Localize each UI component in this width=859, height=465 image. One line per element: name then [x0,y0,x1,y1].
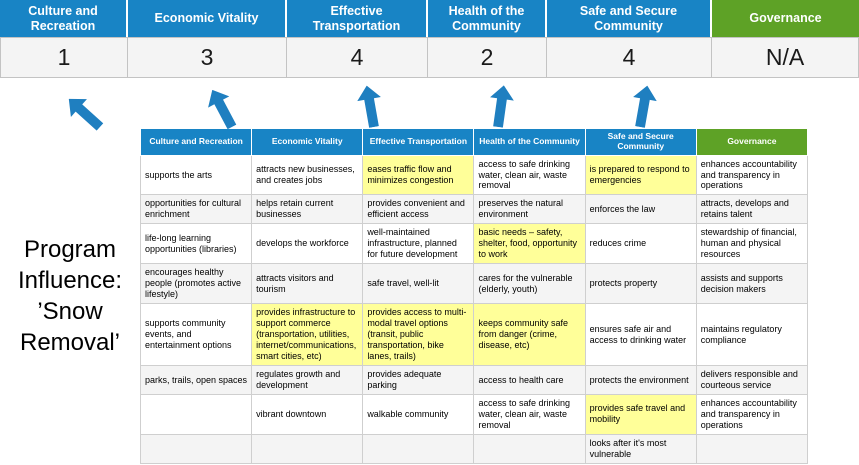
matrix-row: looks after it's most vulnerable [139,433,809,464]
matrix-cell: provides convenient and efficient access [362,194,475,225]
matrix-row: opportunities for cultural enrichment hel… [139,194,809,225]
matrix-cell: supports the arts [139,154,253,196]
matrix-wrap: Culture and Recreation Economic Vitality E… [139,128,809,464]
matrix-cell: provides access to multi-modal travel op… [362,303,475,367]
score-value: 4 [286,37,428,78]
top-header: Culture and Recreation Economic Vitality E… [0,0,859,37]
matrix-cell: safe travel, well-lit [362,263,475,305]
top-header-cell: Economic Vitality [128,0,287,37]
matrix-cell [139,393,253,435]
score-value: 1 [0,37,128,78]
matrix-cell: ensures safe air and access to drinking … [584,303,697,367]
up-arrow-icon [202,84,243,132]
matrix-row: supports community events, and entertain… [139,303,809,367]
matrix-cell: attracts new businesses, and creates job… [251,154,364,196]
arrows-zone [0,78,859,131]
influence-matrix: Culture and Recreation Economic Vitality E… [139,128,809,464]
top-header-cell: Governance [712,0,859,37]
matrix-cell: enforces the law [584,194,697,225]
matrix-cell: protects the environment [584,365,697,395]
matrix-header-cell: Health of the Community [473,128,586,156]
up-arrow-icon [486,84,516,129]
matrix-cell: supports community events, and entertain… [139,303,253,367]
matrix-cell: cares for the vulnerable (elderly, youth… [473,263,586,305]
matrix-cell: opportunities for cultural enrichment [139,194,253,225]
page-title: Program Influence: ’Snow Removal’ [17,235,123,357]
matrix-cell: access to safe drinking water, clean air… [473,393,586,435]
matrix-row: parks, trails, open spaces regulates grow… [139,365,809,395]
up-arrow-icon [628,84,659,130]
matrix-cell: delivers responsible and courteous servi… [695,365,809,395]
matrix-cell: protects property [584,263,697,305]
matrix-row: supports the arts attracts new businesses… [139,154,809,196]
matrix-cell: keeps community safe from danger (crime,… [473,303,586,367]
up-arrow-icon [355,84,386,130]
top-header-cell: Safe and Secure Community [547,0,712,37]
matrix-cell: life-long learning opportunities (librar… [139,223,253,265]
score-value: 3 [127,37,287,78]
matrix-cell [473,433,586,464]
matrix-cell: enhances accountability and transparency… [695,393,809,435]
matrix-cell: enhances accountability and transparency… [695,154,809,196]
matrix-cell: stewardship of financial, human and phys… [695,223,809,265]
matrix-cell: attracts visitors and tourism [251,263,364,305]
matrix-cell: develops the workforce [251,223,364,265]
matrix-head-row: Culture and Recreation Economic Vitality E… [139,128,809,156]
matrix-cell: provides adequate parking [362,365,475,395]
matrix-cell: provides infrastructure to support comme… [251,303,364,367]
matrix-cell: encourages healthy people (promotes acti… [139,263,253,305]
matrix-header-cell: Governance [695,128,809,156]
matrix-cell: helps retain current businesses [251,194,364,225]
matrix-cell: attracts, develops and retains talent [695,194,809,225]
matrix-cell: parks, trails, open spaces [139,365,253,395]
matrix-cell: provides safe travel and mobility [584,393,697,435]
top-header-cell: Culture and Recreation [0,0,128,37]
matrix-cell [362,433,475,464]
matrix-header-cell: Economic Vitality [251,128,364,156]
matrix-cell: well-maintained infrastructure, planned … [362,223,475,265]
matrix-cell: preserves the natural environment [473,194,586,225]
score-value: 2 [427,37,547,78]
matrix-cell: assists and supports decision makers [695,263,809,305]
matrix-cell: vibrant downtown [251,393,364,435]
matrix-row: vibrant downtown walkable community access… [139,393,809,435]
matrix-cell: is prepared to respond to emergencies [584,154,697,196]
matrix-cell: walkable community [362,393,475,435]
main-area: Program Influence: ’Snow Removal’ Cultur… [0,128,859,464]
matrix-cell [139,433,253,464]
matrix-cell: regulates growth and development [251,365,364,395]
matrix-body: supports the arts attracts new businesses… [139,154,809,464]
score-value: N/A [711,37,859,78]
matrix-cell: looks after it's most vulnerable [584,433,697,464]
matrix-header-cell: Safe and Secure Community [584,128,697,156]
matrix-row: life-long learning opportunities (librar… [139,223,809,265]
matrix-cell [251,433,364,464]
matrix-cell: reduces crime [584,223,697,265]
top-header-cell: Health of the Community [428,0,547,37]
matrix-cell: access to safe drinking water, clean air… [473,154,586,196]
matrix-cell: access to health care [473,365,586,395]
matrix-cell: basic needs – safety, shelter, food, opp… [473,223,586,265]
top-header-cell: Effective Transportation [287,0,428,37]
matrix-cell [695,433,809,464]
matrix-cell: eases traffic flow and minimizes congest… [362,154,475,196]
matrix-header-cell: Culture and Recreation [139,128,253,156]
score-row: 1 3 4 2 4 N/A [0,37,859,78]
matrix-header-cell: Effective Transportation [362,128,475,156]
matrix-row: encourages healthy people (promotes acti… [139,263,809,305]
up-arrow-icon [61,90,108,136]
score-value: 4 [546,37,712,78]
matrix-cell: maintains regulatory compliance [695,303,809,367]
